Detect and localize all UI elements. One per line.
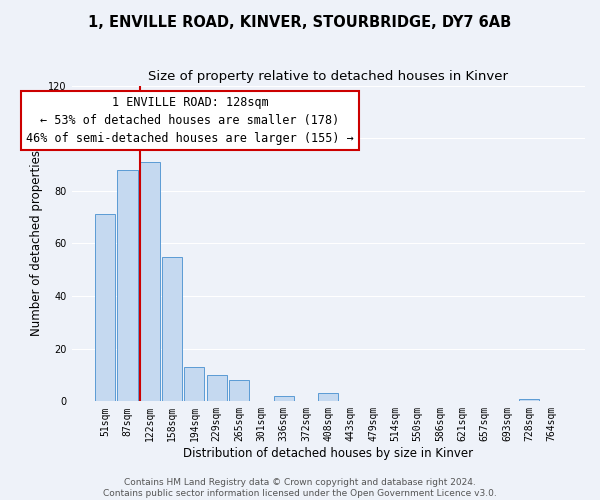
Text: 1, ENVILLE ROAD, KINVER, STOURBRIDGE, DY7 6AB: 1, ENVILLE ROAD, KINVER, STOURBRIDGE, DY… <box>88 15 512 30</box>
Bar <box>229 380 249 402</box>
Bar <box>140 162 160 402</box>
Bar <box>162 256 182 402</box>
X-axis label: Distribution of detached houses by size in Kinver: Distribution of detached houses by size … <box>184 447 473 460</box>
Y-axis label: Number of detached properties: Number of detached properties <box>30 150 43 336</box>
Bar <box>184 367 205 402</box>
Text: 1 ENVILLE ROAD: 128sqm
← 53% of detached houses are smaller (178)
46% of semi-de: 1 ENVILLE ROAD: 128sqm ← 53% of detached… <box>26 96 354 145</box>
Text: Contains HM Land Registry data © Crown copyright and database right 2024.
Contai: Contains HM Land Registry data © Crown c… <box>103 478 497 498</box>
Bar <box>95 214 115 402</box>
Bar <box>319 394 338 402</box>
Title: Size of property relative to detached houses in Kinver: Size of property relative to detached ho… <box>148 70 508 83</box>
Bar <box>207 375 227 402</box>
Bar <box>118 170 137 402</box>
Bar <box>519 398 539 402</box>
Bar <box>274 396 294 402</box>
